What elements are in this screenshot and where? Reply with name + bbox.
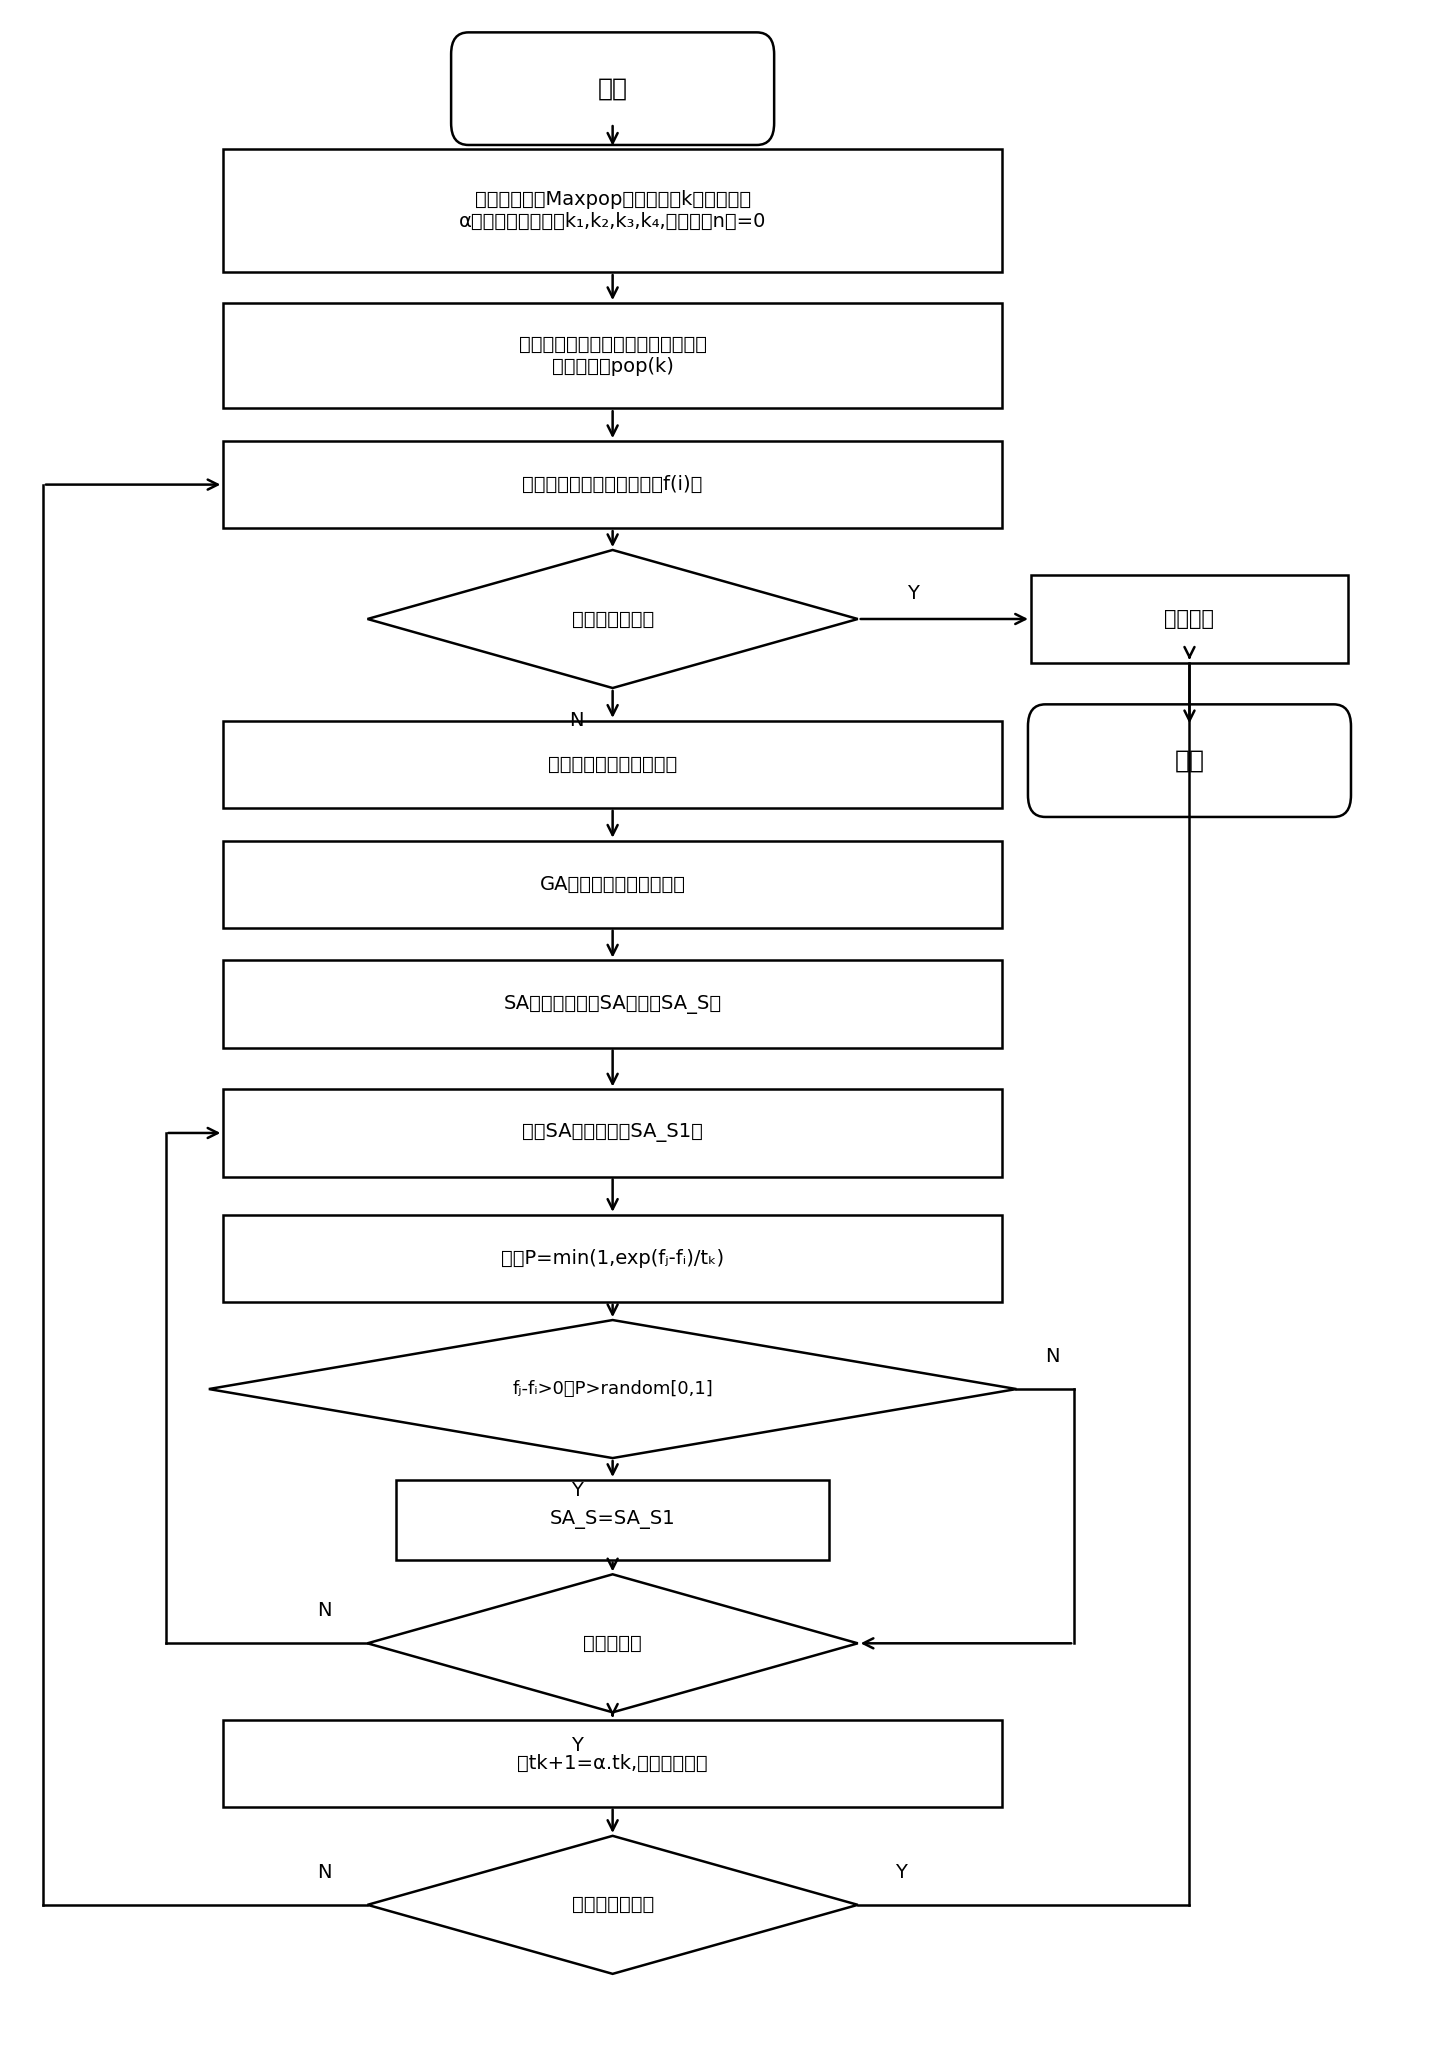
Text: N: N [1045, 1348, 1060, 1366]
Text: 产生SA的新种群（SA_S1）: 产生SA的新种群（SA_S1） [523, 1124, 703, 1143]
FancyBboxPatch shape [1028, 705, 1351, 817]
Text: 设定种群规模Maxpop、初温系数k和退温系数
α，交叉和变异系数k₁,k₂,k₃,k₄,迭代次数n：=0: 设定种群规模Maxpop、初温系数k和退温系数 α，交叉和变异系数k₁,k₂,k… [459, 190, 766, 231]
FancyBboxPatch shape [451, 33, 775, 145]
Text: Y: Y [571, 1481, 582, 1501]
Polygon shape [367, 1835, 858, 1974]
Polygon shape [367, 551, 858, 688]
Text: 达到迭代次数？: 达到迭代次数？ [572, 1894, 654, 1915]
Bar [223, 721, 1002, 807]
Text: 抄样稳定？: 抄样稳定？ [584, 1634, 642, 1653]
Text: N: N [317, 1602, 332, 1620]
Text: N: N [317, 1862, 332, 1882]
Text: GA操作：进行交叉和变异: GA操作：进行交叉和变异 [540, 874, 686, 893]
Bar [396, 1481, 828, 1561]
Text: 开始: 开始 [597, 76, 628, 100]
Bar [223, 1720, 1002, 1806]
Text: fⱼ-fᵢ>0或P>random[0,1]: fⱼ-fᵢ>0或P>random[0,1] [513, 1380, 713, 1399]
Text: 按tk+1=α.tk,更新退火温度: 按tk+1=α.tk,更新退火温度 [517, 1753, 708, 1774]
Bar [223, 1214, 1002, 1303]
Text: 计算种群中的适应度函数值f(i)，: 计算种群中的适应度函数值f(i)， [523, 475, 703, 494]
Text: N: N [569, 711, 584, 731]
Polygon shape [367, 1575, 858, 1712]
Bar [1031, 575, 1348, 664]
Text: SA_S=SA_S1: SA_S=SA_S1 [550, 1509, 676, 1530]
Text: 满足终止条件？: 满足终止条件？ [572, 610, 654, 629]
Bar [223, 303, 1002, 408]
Text: 利用启发式规则和随机搜索排序法产
生初始种群pop(k): 利用启发式规则和随机搜索排序法产 生初始种群pop(k) [518, 336, 706, 377]
Text: Y: Y [895, 1862, 907, 1882]
Text: Y: Y [907, 584, 919, 602]
Bar [223, 961, 1002, 1049]
Bar [223, 440, 1002, 528]
Text: 采用锦标赛进行选择操作: 采用锦标赛进行选择操作 [547, 756, 677, 774]
Text: Y: Y [571, 1735, 582, 1755]
Bar [223, 840, 1002, 928]
Text: 输出结果: 输出结果 [1165, 608, 1214, 629]
Bar [223, 1090, 1002, 1176]
Polygon shape [208, 1321, 1016, 1458]
Text: 结束: 结束 [1175, 750, 1204, 772]
Bar [223, 150, 1002, 272]
Text: 计算P=min(1,exp(fⱼ-fᵢ)/tₖ): 计算P=min(1,exp(fⱼ-fᵢ)/tₖ) [501, 1249, 724, 1268]
Text: SA操作：初始化SA种群（SA_S）: SA操作：初始化SA种群（SA_S） [504, 995, 722, 1014]
